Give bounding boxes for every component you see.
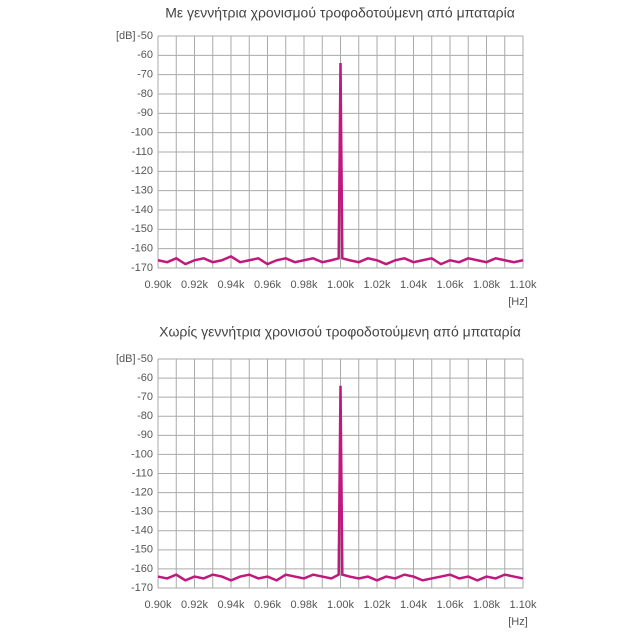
y-tick-label: -80 — [137, 88, 153, 100]
y-tick-label: -150 — [131, 223, 153, 235]
x-tick-label: 0.90k — [145, 599, 172, 611]
y-tick-label: -60 — [137, 372, 153, 384]
line-series — [157, 385, 524, 582]
x-tick-label: 0.98k — [291, 279, 318, 291]
x-tick-label: 1.04k — [400, 279, 427, 291]
y-axis-label: [dB] — [116, 30, 136, 42]
x-tick-label: 1.06k — [437, 599, 464, 611]
x-tick-label: 0.96k — [254, 279, 281, 291]
y-tick-label: -150 — [131, 544, 153, 556]
y-tick-label: -120 — [131, 486, 153, 498]
y-tick-label: -100 — [131, 448, 153, 460]
x-axis-label: [Hz] — [508, 296, 528, 308]
x-tick-label: 0.98k — [291, 599, 318, 611]
y-tick-label: -80 — [137, 410, 153, 422]
y-tick-label: -70 — [137, 391, 153, 403]
x-tick-label: 0.94k — [218, 599, 245, 611]
x-tick-label: 1.04k — [400, 599, 427, 611]
x-tick-label: 1.02k — [364, 279, 391, 291]
y-axis-label: [dB] — [116, 353, 136, 365]
x-tick-label: 0.94k — [218, 279, 245, 291]
chart-title: Με γεννήτρια χρονισμού τροφοδοτούμενη απ… — [165, 5, 515, 21]
x-tick-label: 1.10k — [510, 279, 537, 291]
chart-title: Χωρίς γεννήτρια χρονισού τροφοδοτούμενη … — [159, 324, 521, 340]
x-tick-label: 0.92k — [181, 279, 208, 291]
x-tick-label: 0.90k — [145, 279, 172, 291]
y-tick-label: -100 — [131, 127, 153, 139]
y-tick-label: -160 — [131, 243, 153, 255]
x-tick-label: 1.08k — [473, 599, 500, 611]
y-tick-label: -90 — [137, 429, 153, 441]
x-tick-label: 1.00k — [327, 279, 354, 291]
y-tick-label: -60 — [137, 49, 153, 61]
y-tick-label: -140 — [131, 525, 153, 537]
line-series — [157, 63, 524, 266]
y-tick-label: -50 — [137, 30, 153, 42]
y-tick-label: -130 — [131, 185, 153, 197]
x-tick-label: 1.06k — [437, 279, 464, 291]
x-tick-label: 1.00k — [327, 599, 354, 611]
y-tick-label: -140 — [131, 204, 153, 216]
y-tick-label: -120 — [131, 165, 153, 177]
x-tick-label: 1.08k — [473, 279, 500, 291]
y-tick-label: -170 — [131, 262, 153, 274]
y-tick-label: -70 — [137, 69, 153, 81]
y-tick-label: -160 — [131, 563, 153, 575]
x-axis-label: [Hz] — [508, 616, 528, 628]
x-tick-label: 1.02k — [364, 599, 391, 611]
y-tick-label: -90 — [137, 107, 153, 119]
y-tick-label: -110 — [132, 467, 153, 479]
x-tick-label: 0.96k — [254, 599, 281, 611]
y-tick-label: -170 — [131, 582, 153, 594]
y-tick-label: -130 — [131, 506, 153, 518]
y-tick-label: -110 — [132, 146, 153, 158]
y-tick-label: -50 — [137, 353, 153, 365]
x-tick-label: 0.92k — [181, 599, 208, 611]
x-tick-label: 1.10k — [510, 599, 537, 611]
